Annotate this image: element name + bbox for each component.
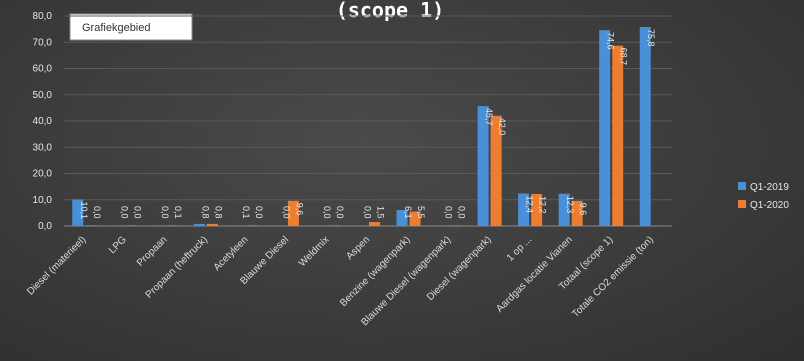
bar-q1-2020 bbox=[206, 223, 218, 226]
bar-q1-2019 bbox=[639, 27, 651, 227]
x-tick-label: Acetyleen bbox=[212, 234, 251, 273]
bar-q1-2020 bbox=[125, 225, 137, 226]
y-tick-label: 60,0 bbox=[33, 64, 53, 75]
x-tick-label: Aardgas locatie Vianen bbox=[494, 234, 574, 314]
y-tick-label: 30,0 bbox=[33, 142, 53, 153]
x-tick-label: Benzine (wagenpark) bbox=[338, 234, 413, 309]
bar-q1-2019 bbox=[558, 193, 570, 226]
data-label: 0,0 bbox=[254, 206, 264, 219]
data-label: 1,5 bbox=[376, 206, 386, 219]
bar-q1-2019 bbox=[356, 225, 367, 226]
bar-q1-2019 bbox=[518, 193, 530, 226]
data-label: 0,0 bbox=[119, 206, 129, 219]
data-label: 0,0 bbox=[281, 206, 291, 219]
data-label: 0,1 bbox=[173, 206, 183, 219]
x-tick-label: 1 op ... bbox=[505, 234, 534, 263]
legend: Q1-2019 Q1-2020 bbox=[738, 182, 789, 211]
data-label: 0,0 bbox=[363, 206, 373, 219]
chart-area-tooltip: Grafiekgebied bbox=[69, 13, 193, 41]
data-label: 0,0 bbox=[132, 206, 142, 219]
y-tick-label: 0,0 bbox=[38, 221, 52, 232]
bar-q1-2019 bbox=[315, 225, 327, 226]
bar-q1-2019 bbox=[72, 199, 84, 226]
bars bbox=[72, 27, 651, 227]
data-label: 0,8 bbox=[200, 206, 210, 219]
legend-swatch bbox=[738, 200, 746, 208]
data-label: 45,7 bbox=[484, 108, 494, 126]
tooltip-text: Grafiekgebied bbox=[82, 22, 151, 34]
data-label: 0,0 bbox=[444, 206, 454, 219]
legend-label: Q1-2020 bbox=[750, 200, 789, 211]
bar-q1-2020 bbox=[450, 225, 462, 226]
bar-q1-2019 bbox=[234, 225, 246, 226]
bar-q1-2020 bbox=[531, 193, 543, 226]
x-tick-label: LPG bbox=[107, 234, 129, 256]
tooltip-box bbox=[69, 13, 193, 41]
bar-q1-2020 bbox=[409, 211, 421, 226]
bar-q1-2020 bbox=[490, 115, 502, 226]
bar-q1-2019 bbox=[396, 209, 408, 226]
bar-q1-2020 bbox=[247, 225, 259, 226]
data-label: 68,7 bbox=[619, 48, 629, 66]
data-label: 10,1 bbox=[79, 201, 89, 219]
data-label: 0,8 bbox=[213, 206, 223, 219]
x-tick-label: Aspen bbox=[344, 234, 372, 262]
x-tick-label: Diesel (materieel) bbox=[25, 234, 88, 297]
data-label: 0,0 bbox=[160, 206, 170, 219]
bar-q1-2020 bbox=[328, 225, 340, 226]
chart-title: (scope 1) bbox=[336, 0, 444, 22]
bar-q1-2019 bbox=[193, 223, 205, 226]
bar-q1-2019 bbox=[153, 225, 165, 226]
data-label: 5,5 bbox=[416, 206, 426, 219]
y-tick-label: 50,0 bbox=[33, 90, 53, 101]
bar-q1-2019 bbox=[437, 225, 449, 226]
y-tick-label: 20,0 bbox=[33, 169, 53, 180]
bar-q1-2019 bbox=[477, 106, 489, 226]
bar-q1-2020 bbox=[571, 200, 583, 226]
data-label: 9,6 bbox=[578, 203, 588, 216]
bar-q1-2020 bbox=[612, 45, 624, 226]
y-tick-label: 70,0 bbox=[33, 37, 53, 48]
y-tick-label: 10,0 bbox=[33, 195, 53, 206]
data-label: 0,0 bbox=[335, 206, 345, 219]
x-tick-label: Propaan bbox=[135, 234, 170, 269]
bar-q1-2019 bbox=[599, 30, 611, 226]
legend-label: Q1-2019 bbox=[750, 182, 789, 193]
data-label: 12,3 bbox=[565, 196, 575, 214]
bar-q1-2020 bbox=[85, 225, 97, 226]
bar-q1-2020 bbox=[287, 200, 299, 226]
bar-q1-2020 bbox=[369, 222, 380, 226]
gridlines bbox=[64, 15, 672, 227]
data-label: 12,4 bbox=[525, 195, 535, 213]
data-label: 74,6 bbox=[606, 32, 616, 50]
data-label: 0,0 bbox=[92, 206, 102, 219]
y-tick-label: 80,0 bbox=[33, 11, 53, 22]
data-labels: 10,1 0,0 0,0 0,0 0,0 0,1 0,8 0,8 0,1 0,0 0,0 9,6 0,0… bbox=[79, 29, 656, 219]
x-tick-label: Weldmix bbox=[297, 234, 332, 269]
data-label: 9,6 bbox=[294, 203, 304, 216]
y-tick-label: 40,0 bbox=[33, 116, 53, 127]
bar-q1-2020 bbox=[166, 225, 178, 226]
data-label: 0,0 bbox=[322, 206, 332, 219]
data-label: 0,1 bbox=[241, 206, 251, 219]
data-label: 0,0 bbox=[457, 206, 467, 219]
data-label: 42,0 bbox=[497, 118, 507, 136]
bar-q1-2019 bbox=[274, 225, 286, 226]
data-label: 75,8 bbox=[646, 29, 656, 47]
data-label: 6,1 bbox=[403, 206, 413, 219]
y-axis-ticks: 0,0 10,0 20,0 30,0 40,0 50,0 60,0 70,0 80,0 bbox=[33, 11, 53, 232]
x-tick-label: Totale CO2 emissie (ton) bbox=[570, 234, 656, 320]
bar-q1-2019 bbox=[112, 225, 124, 226]
data-label: 12,2 bbox=[538, 196, 548, 214]
legend-swatch bbox=[738, 182, 746, 190]
